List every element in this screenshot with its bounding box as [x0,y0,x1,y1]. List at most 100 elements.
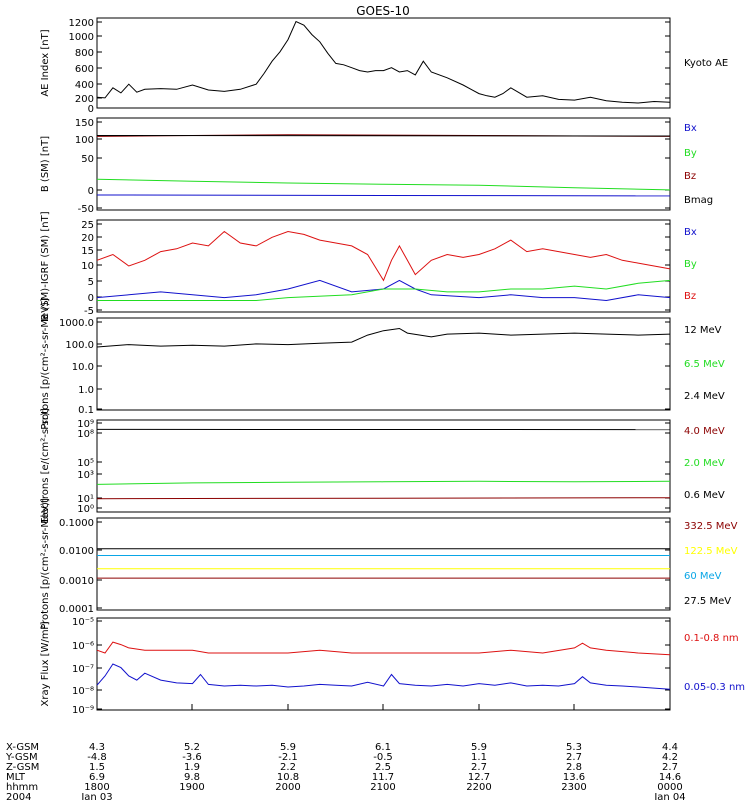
x-axis-value: 9.8 [184,772,200,783]
y-tick-label: 25 [81,220,94,231]
y-tick-label: 10⁻⁷ [72,664,94,675]
x-axis-row-label: Y-GSM [5,752,38,763]
legend-entry: 12 MeV [684,325,722,336]
legend-entry: Bz [684,291,696,302]
x-axis-row-label: Z-GSM [6,762,39,773]
panel-frame [96,617,671,711]
y-tick-label: 0.0001 [59,604,94,615]
x-axis-value: 2100 [370,782,395,793]
legend-entry: Bz [684,171,696,182]
y-tick-label: 0 [88,186,94,197]
panel-7: 10⁻⁵ 10⁻⁶ 10⁻⁷ 10⁻⁸ 10⁻⁹ Xray Flux [W/m²] 0.1-… [40,617,745,716]
series-line-0-05-0-3-nm [96,663,671,690]
legend-entry: 6.5 MeV [684,359,725,370]
panel-6: 0.1000 0.0100 0.0010 0.0001 Protons [p/(cm²-… [40,498,738,630]
x-axis-value: 2.7 [662,762,678,773]
y-tick-label: 1000 [69,32,94,43]
y-tick-label: 10⁻⁶ [72,641,94,652]
y-tick-label: 0.1 [78,405,94,416]
y-tick-label: -5 [84,306,94,317]
x-axis-value: 14.6 [659,772,681,783]
series-line-bz [96,230,671,282]
legend-entry: 332.5 MeV [684,521,738,532]
y-tick-label: 0.1000 [59,518,94,529]
legend-entry: 0.1-0.8 nm [684,633,739,644]
y-tick-label: 10⁹ [77,419,94,430]
x-axis-value: Jan 04 [653,792,685,800]
x-axis-value: 4.4 [662,742,678,753]
x-axis-value: 1800 [84,782,109,793]
x-axis-value: 1.1 [471,752,487,763]
x-axis-value: 4.2 [662,752,678,763]
y-tick-label: 10.0 [72,362,94,373]
series-line-by [97,279,671,301]
panel-4: 1000.0 100.0 10.0 1.0 0.1 Protons [p/(cm²-s-s… [40,298,725,430]
legend-entry: 122.5 MeV [684,546,738,557]
panel-1: 1200 1000 800 600 400 2000 AE Index [nT] Kyoto … [40,17,728,115]
y-tick-label: 0.0010 [59,576,94,587]
legend-entry: 4.0 MeV [684,426,725,437]
legend-entry: Bx [684,123,697,134]
series-line-0-1-0-8-nm [96,641,671,656]
x-axis-value: 1.9 [184,762,200,773]
y-tick-label: 10⁻⁹ [72,705,94,716]
y-axis-label: Protons [p/(cm²-s-sr-MeV)] [40,498,51,630]
legend-entry: 0.6 MeV [684,490,725,501]
series-line-12-mev [96,327,671,348]
y-tick-label: 600 [75,64,94,75]
panel-frame [96,517,671,611]
x-axis-row-label: hhmm [6,782,38,793]
panel-frame [96,17,671,109]
y-tick-label: 0.0100 [59,546,94,557]
x-axis-value: 6.1 [375,742,391,753]
series-line-bx [96,279,671,302]
x-axis-value: 5.9 [471,742,487,753]
y-tick-label: 10 [81,261,94,272]
x-axis-value: -0.5 [373,752,393,763]
x-axis-value: -4.8 [87,752,107,763]
legend-entry: 0.05-0.3 nm [684,682,745,693]
x-axis-value: 11.7 [372,772,394,783]
x-axis-value: 5.9 [280,742,296,753]
y-tick-label: 10⁵ [77,458,94,469]
y-tick-label: 10⁻⁸ [72,686,94,697]
legend-entry: 2.4 MeV [684,391,725,402]
chart-title: GOES-10 [356,4,410,18]
x-axis-value: 0000 [657,782,682,793]
y-axis-label: Electrons [e/(cm²-s-sr)] [40,408,51,524]
x-axis-value: 2000 [275,782,300,793]
y-tick-label: 150 [75,118,94,129]
y-axis-label: Xray Flux [W/m²] [40,621,51,706]
x-axis-value: -2.1 [278,752,298,763]
y-tick-label: 1.0 [78,385,94,396]
legend-entry: By [684,148,697,159]
x-axis-value: 2200 [466,782,491,793]
panel-2: 150 100 50 0 -50 B (SM) [nT] Bx By Bz Bmag [40,117,713,215]
y-axis-label: Protons [p/(cm²-s-sr-MeV)] [40,298,51,430]
series-line-kyoto-ae [96,20,671,104]
y-tick-label: 10³ [77,470,94,481]
x-axis-value: 10.8 [277,772,299,783]
y-tick-label: 10¹ [77,494,94,505]
x-axis-value: 1.5 [89,762,105,773]
y-tick-label: 1200 [69,18,94,29]
y-tick-label: 10⁻⁵ [72,617,94,628]
x-axis-value: 5.2 [184,742,200,753]
x-axis-value: 5.3 [566,742,582,753]
y-axis-label: AE Index [nT] [40,29,51,96]
legend-entry: 2.0 MeV [684,458,725,469]
panel-3: 25 20 15 10 5 0 -5 B (SM)-IGRF (SM) [nT] Bx By Bz [40,211,697,320]
y-tick-label: 0 [88,104,94,115]
series-line-bx [96,194,671,197]
x-axis-value: 4.3 [89,742,105,753]
legend-entry: By [684,259,697,270]
x-axis-value: Jan 03 [80,792,112,800]
series-line-bmag [96,135,671,137]
series-line-by [96,178,671,191]
y-tick-label: 5 [88,277,94,288]
y-tick-label: 0 [88,293,94,304]
x-axis-value: 2.7 [566,752,582,763]
y-tick-label: 50 [81,154,94,165]
x-axis-value: 2.8 [566,762,582,773]
